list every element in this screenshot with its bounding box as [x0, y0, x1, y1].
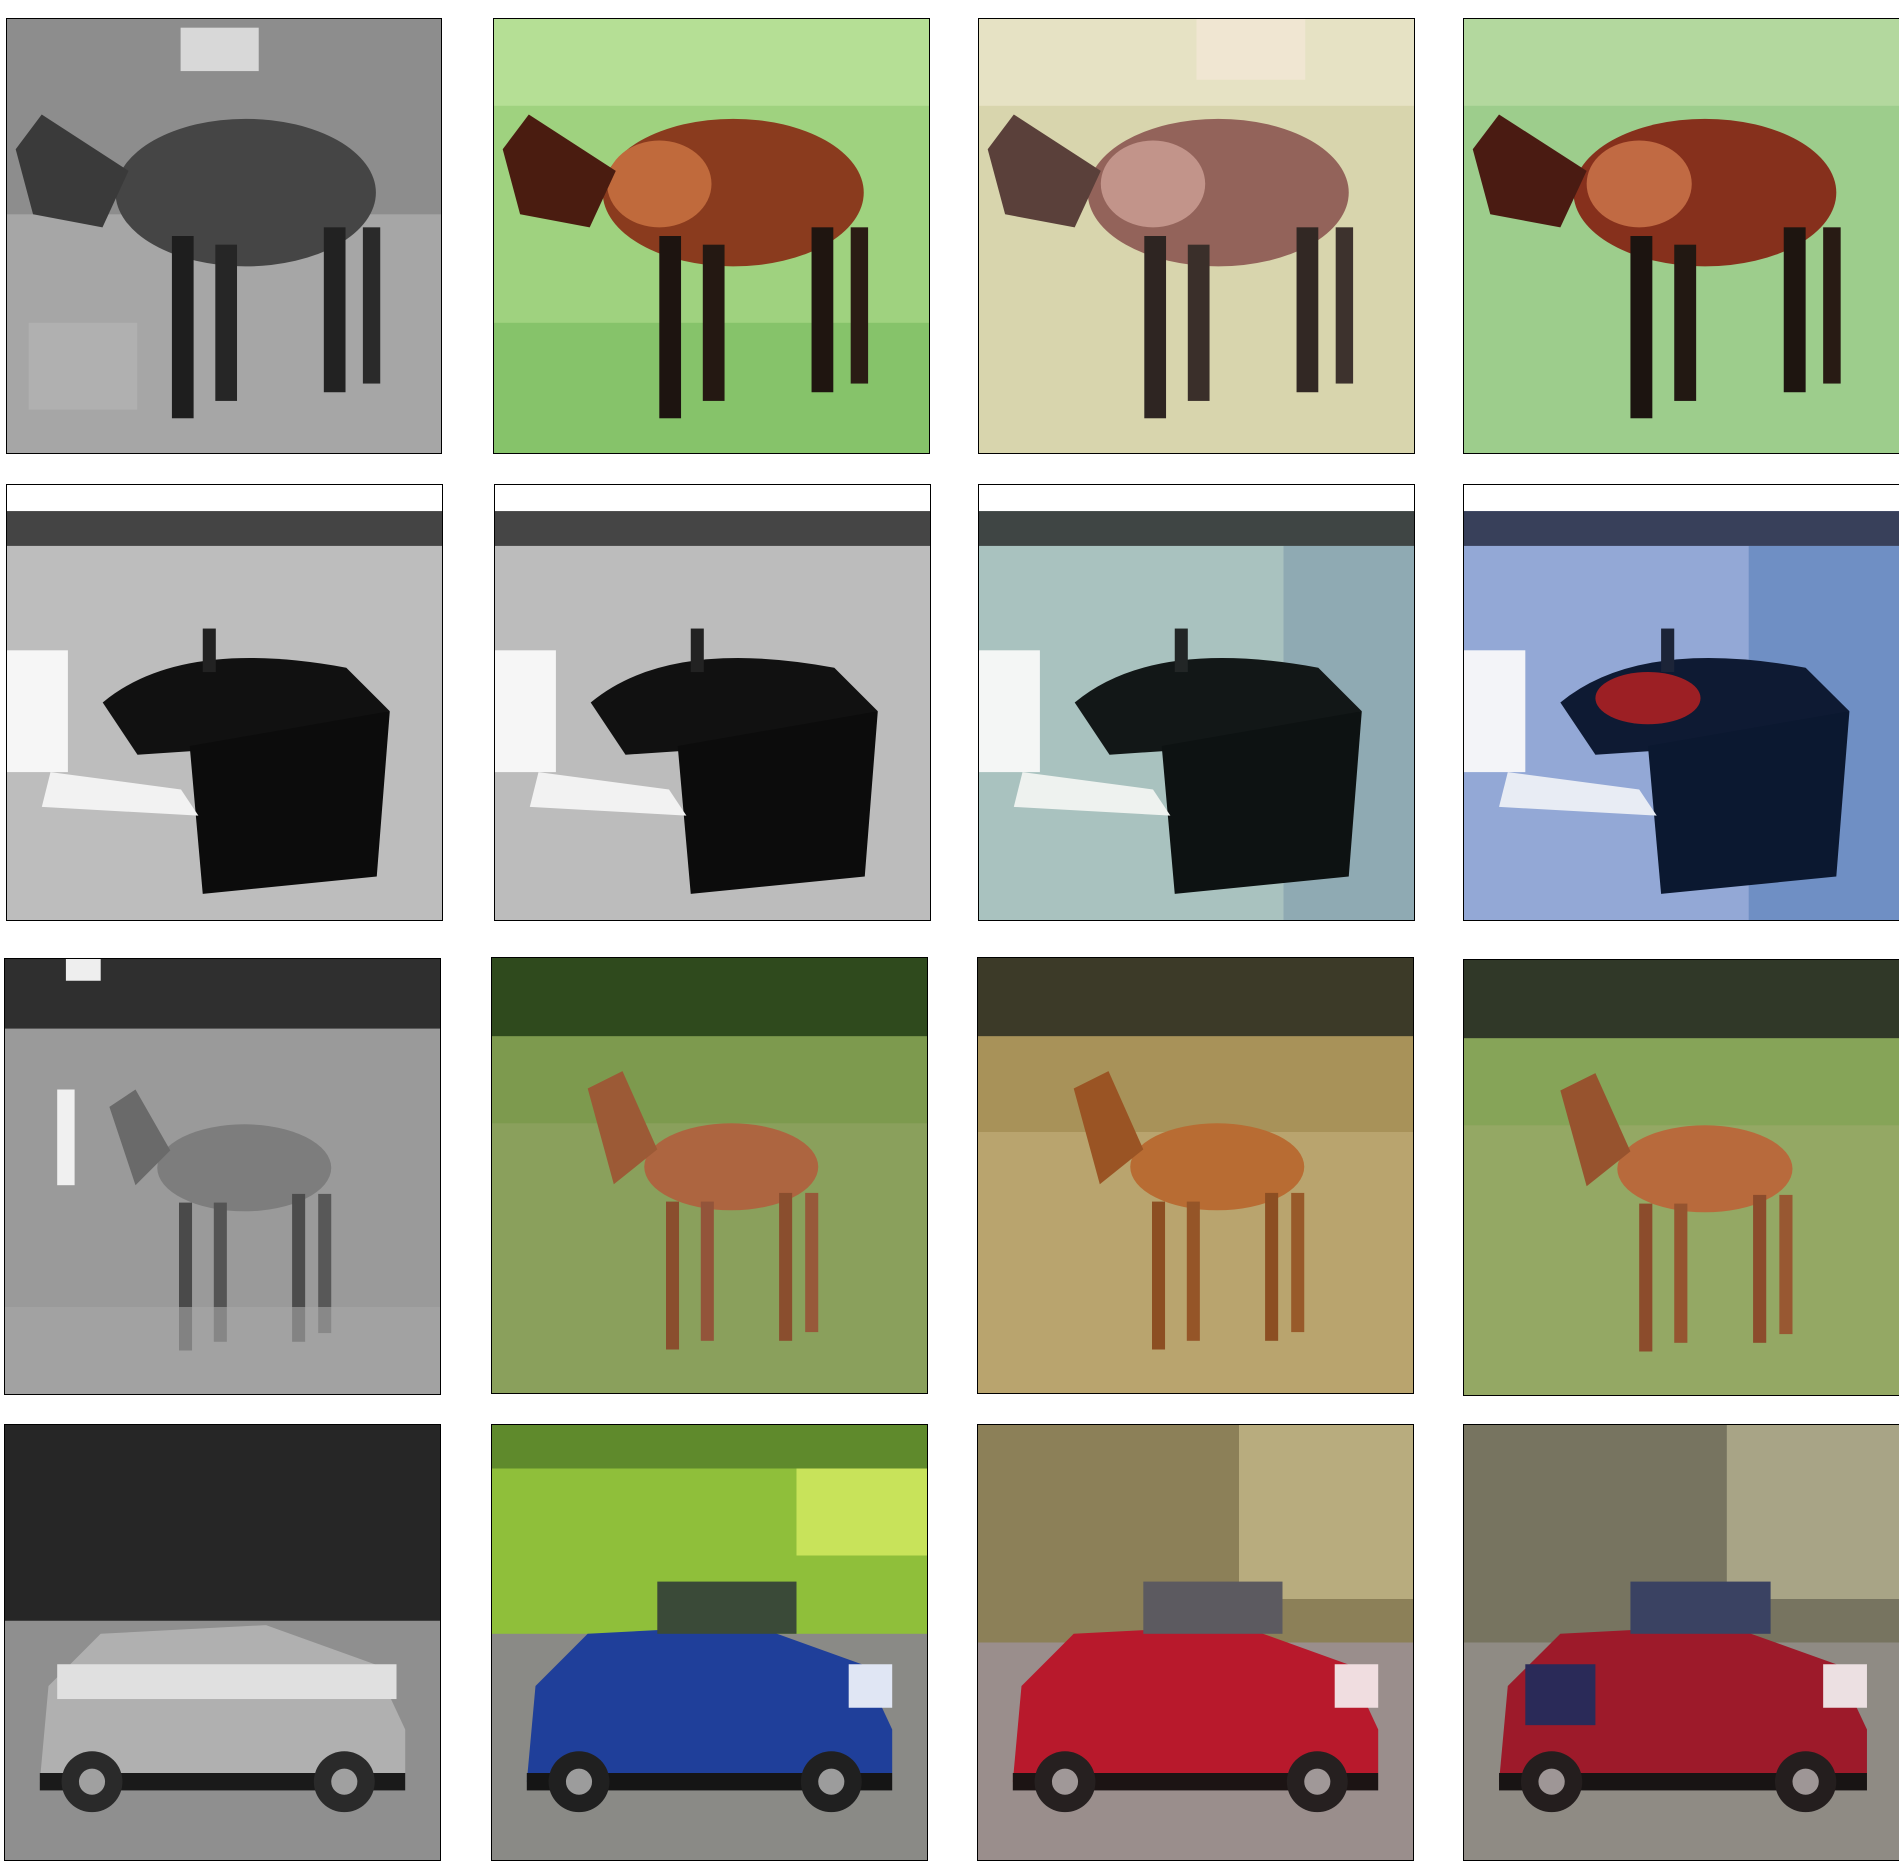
field-horse-colorized-a-picture [978, 958, 1413, 1393]
image-horse-grayscale [6, 18, 442, 454]
boat-colorized-a-picture [979, 485, 1414, 920]
image-boat-ground-truth [494, 484, 931, 921]
image-car-colorized-a [977, 1424, 1414, 1861]
field-horse-grayscale-picture [5, 959, 440, 1394]
image-horse-colorized-a [978, 18, 1415, 454]
image-boat-grayscale [6, 484, 443, 921]
image-boat-colorized-a [978, 484, 1415, 921]
horse-grayscale-picture [7, 19, 441, 453]
field-horse-ground-truth-picture [492, 958, 927, 1393]
car-ground-truth-picture [492, 1425, 927, 1860]
boat-colorized-b-picture [1464, 485, 1899, 920]
field-horse-colorized-b-picture [1464, 960, 1899, 1395]
car-colorized-a-picture [978, 1425, 1413, 1860]
image-field-horse-grayscale [4, 958, 441, 1395]
boat-grayscale-picture [7, 485, 442, 920]
image-boat-colorized-b [1463, 484, 1899, 921]
image-car-grayscale [4, 1424, 441, 1861]
car-colorized-b-picture [1464, 1425, 1899, 1860]
image-horse-colorized-b [1463, 18, 1899, 454]
image-horse-ground-truth [493, 18, 930, 454]
horse-colorized-a-picture [979, 19, 1414, 453]
car-grayscale-picture [5, 1425, 440, 1860]
image-car-colorized-b [1463, 1424, 1899, 1861]
horse-ground-truth-picture [494, 19, 929, 453]
horse-colorized-b-picture [1464, 19, 1899, 453]
image-car-ground-truth [491, 1424, 928, 1861]
image-field-horse-colorized-a [977, 957, 1414, 1394]
image-field-horse-ground-truth [491, 957, 928, 1394]
boat-ground-truth-picture [495, 485, 930, 920]
image-field-horse-colorized-b [1463, 959, 1899, 1396]
